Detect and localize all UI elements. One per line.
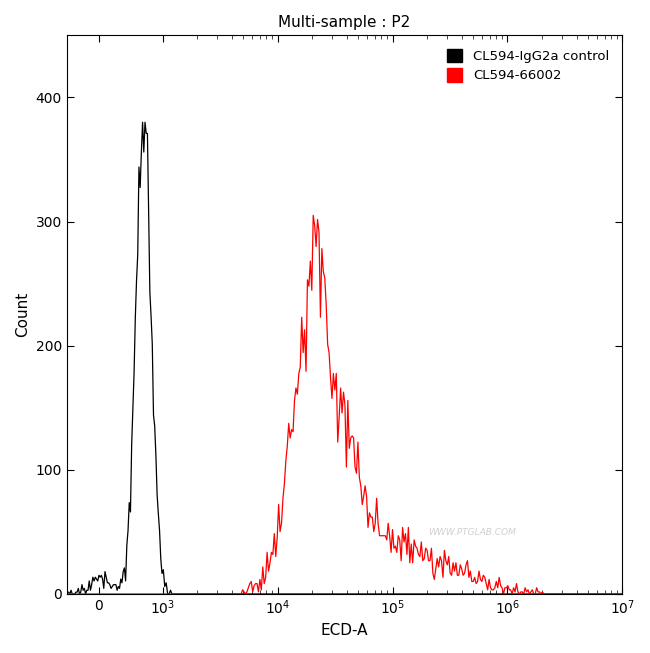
CL594-IgG2a control	[223, 590, 231, 598]
CL594-IgG2a control	[324, 590, 332, 598]
X-axis label: ECD-A: ECD-A	[321, 623, 369, 638]
Title: Multi-sample : P2: Multi-sample : P2	[278, 15, 411, 30]
CL594-66002	[618, 590, 625, 598]
CL594-66002	[220, 590, 228, 598]
CL594-IgG2a control	[380, 590, 388, 598]
Line: CL594-66002: CL594-66002	[68, 215, 621, 594]
CL594-66002	[347, 434, 355, 442]
Legend: CL594-IgG2a control, CL594-66002: CL594-IgG2a control, CL594-66002	[440, 42, 616, 89]
CL594-IgG2a control	[66, 590, 73, 598]
Line: CL594-IgG2a control: CL594-IgG2a control	[68, 122, 621, 594]
CL594-66002	[364, 524, 372, 532]
Y-axis label: Count: Count	[15, 292, 30, 338]
CL594-IgG2a control	[138, 118, 146, 126]
CL594-66002	[378, 532, 386, 539]
CL594-IgG2a control	[365, 590, 373, 598]
CL594-IgG2a control	[495, 590, 503, 598]
CL594-66002	[309, 212, 317, 219]
Text: WWW.PTGLAB.COM: WWW.PTGLAB.COM	[428, 528, 516, 537]
CL594-IgG2a control	[348, 590, 356, 598]
CL594-66002	[64, 590, 72, 598]
CL594-66002	[494, 584, 502, 592]
CL594-IgG2a control	[64, 588, 72, 596]
CL594-66002	[322, 301, 330, 309]
CL594-IgG2a control	[618, 590, 625, 598]
